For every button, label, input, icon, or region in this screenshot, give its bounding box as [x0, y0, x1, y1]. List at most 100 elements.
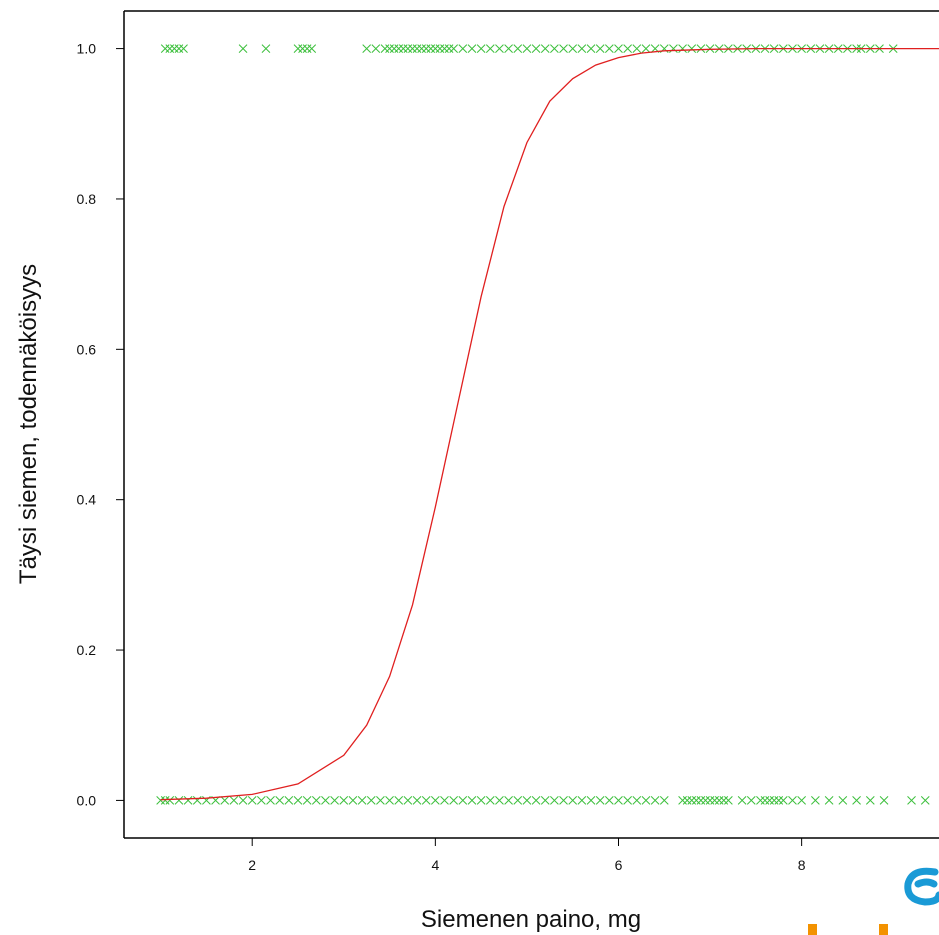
- data-point-x-marker: [170, 44, 179, 53]
- data-point-x-marker: [513, 44, 523, 53]
- data-point-x-marker: [504, 44, 513, 53]
- data-point-x-marker: [838, 796, 848, 805]
- data-point-x-marker: [756, 796, 765, 805]
- data-point-x-marker: [412, 44, 422, 53]
- data-point-x-marker: [403, 796, 413, 805]
- data-point-x-marker: [604, 44, 614, 53]
- data-point-x-marker: [540, 44, 550, 53]
- data-point-x-marker: [385, 44, 394, 53]
- data-point-x-marker: [577, 44, 587, 53]
- data-point-x-marker: [467, 44, 477, 53]
- data-point-x-marker: [769, 796, 779, 805]
- x-axis-ticks: 2 4 6 8: [248, 838, 806, 873]
- data-point-x-marker: [174, 796, 184, 805]
- data-point-x-marker: [623, 44, 633, 53]
- data-point-x-marker: [604, 796, 614, 805]
- data-point-x-marker: [678, 796, 687, 805]
- data-point-x-marker: [788, 796, 797, 805]
- data-point-x-marker: [687, 796, 697, 805]
- data-point-x-marker: [531, 44, 541, 53]
- logo-bar-right: [879, 924, 888, 935]
- data-point-x-marker: [229, 796, 239, 805]
- data-point-x-marker: [586, 796, 596, 805]
- data-point-x-marker: [550, 796, 559, 805]
- data-point-x-marker: [183, 796, 193, 805]
- data-point-x-marker: [659, 796, 669, 805]
- data-point-x-marker: [165, 44, 175, 53]
- data-point-x-marker: [632, 44, 642, 53]
- data-point-x-marker: [778, 796, 788, 805]
- data-point-x-marker: [746, 796, 756, 805]
- data-point-x-marker: [261, 44, 271, 53]
- data-point-x-marker: [797, 796, 806, 805]
- data-point-x-marker: [311, 796, 321, 805]
- y-tick-label: 0.0: [77, 792, 97, 808]
- y-tick-label: 0.8: [77, 191, 97, 207]
- data-point-x-marker: [641, 796, 651, 805]
- data-point-x-marker: [765, 796, 774, 805]
- curve-layer: [160, 47, 939, 801]
- data-point-x-marker: [394, 796, 404, 805]
- x-tick-label: 8: [798, 857, 806, 873]
- data-point-x-marker: [595, 44, 605, 53]
- data-point-x-marker: [696, 796, 706, 805]
- plot-area: [123, 10, 939, 839]
- data-point-x-marker: [476, 796, 486, 805]
- data-point-x-marker: [650, 796, 660, 805]
- data-point-x-marker: [920, 796, 930, 805]
- data-point-x-marker: [165, 796, 175, 805]
- data-point-x-marker: [687, 44, 697, 53]
- data-point-x-marker: [701, 796, 710, 805]
- data-point-x-marker: [504, 796, 513, 805]
- data-point-x-marker: [302, 796, 312, 805]
- data-point-x-marker: [247, 796, 257, 805]
- data-point-x-marker: [376, 796, 385, 805]
- data-point-x-marker: [458, 796, 468, 805]
- data-point-x-marker: [774, 796, 784, 805]
- y-tick-label: 0.2: [77, 642, 97, 658]
- data-point-x-marker: [179, 44, 188, 53]
- data-point-x-marker: [632, 796, 642, 805]
- data-point-x-marker: [362, 44, 372, 53]
- data-point-x-marker: [682, 796, 692, 805]
- data-point-x-marker: [266, 796, 275, 805]
- data-point-x-marker: [737, 796, 747, 805]
- data-point-x-marker: [907, 796, 916, 805]
- data-point-x-marker: [449, 44, 459, 53]
- data-point-x-marker: [257, 796, 266, 805]
- data-point-x-marker: [389, 44, 399, 53]
- data-point-x-marker: [339, 796, 349, 805]
- y-tick-label: 0.4: [77, 492, 97, 508]
- y-axis-label: Täysi siemen, todennäköisyys: [15, 264, 42, 584]
- x-tick-label: 6: [615, 857, 623, 873]
- data-point-x-marker: [403, 44, 413, 53]
- data-point-x-marker: [824, 796, 834, 805]
- data-point-x-marker: [440, 44, 449, 53]
- data-point-x-marker: [238, 44, 248, 53]
- data-point-x-marker: [348, 796, 358, 805]
- data-point-x-marker: [522, 796, 532, 805]
- data-point-x-marker: [398, 44, 408, 53]
- data-point-x-marker: [307, 44, 317, 53]
- data-point-x-marker: [284, 796, 294, 805]
- logo-swirl: [904, 867, 939, 906]
- data-point-x-marker: [485, 796, 495, 805]
- data-point-x-marker: [476, 44, 486, 53]
- data-point-x-marker: [641, 44, 651, 53]
- data-point-x-marker: [467, 796, 477, 805]
- data-point-x-marker: [852, 796, 861, 805]
- data-point-x-marker: [192, 796, 202, 805]
- data-point-x-marker: [879, 796, 889, 805]
- fitted-curve-line: [160, 47, 939, 801]
- data-point-x-marker: [156, 796, 165, 805]
- data-point-x-marker: [691, 796, 701, 805]
- points-layer: [156, 44, 930, 805]
- data-point-x-marker: [705, 796, 715, 805]
- data-point-x-marker: [430, 796, 440, 805]
- data-point-x-marker: [160, 44, 170, 53]
- data-point-x-marker: [865, 796, 875, 805]
- data-point-x-marker: [678, 44, 687, 53]
- data-point-x-marker: [385, 796, 394, 805]
- data-point-x-marker: [710, 796, 719, 805]
